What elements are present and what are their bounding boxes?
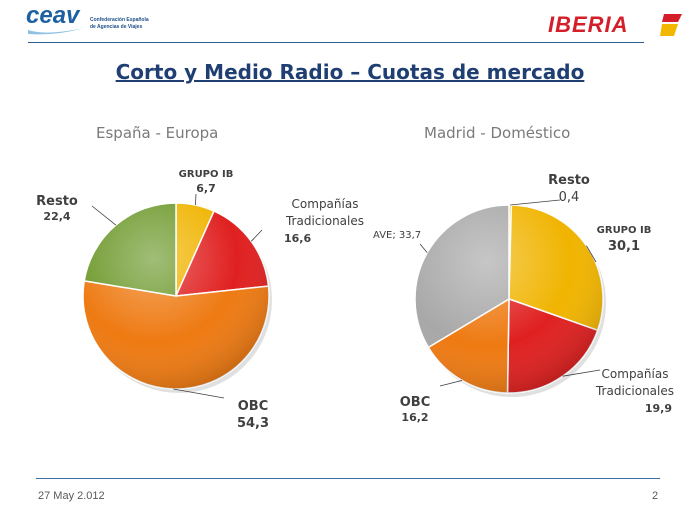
chart-2-label-tradicionales: Compañías Tradicionales 19,9 bbox=[590, 366, 680, 417]
chart-1-label-trad-line2: Tradicionales bbox=[285, 214, 364, 228]
chart-1-title: España - Europa bbox=[96, 124, 219, 142]
chart-2-label-grupo-ib-name: GRUPO IB bbox=[596, 225, 652, 236]
ceav-logo-sub2: de Agencias de Viajes bbox=[90, 24, 143, 30]
pie-highlight bbox=[83, 203, 269, 389]
chart-2-label-obc-value: 16,2 bbox=[401, 411, 429, 424]
chart-1-label-tradicionales: Compañías Tradicionales 16,6 bbox=[280, 196, 370, 247]
chart-1-leader-line bbox=[250, 229, 263, 242]
chart-1-label-grupo-ib-name: GRUPO IB bbox=[178, 169, 234, 180]
iberia-mark-icon bbox=[660, 14, 682, 36]
slide-title: Corto y Medio Radio – Cuotas de mercado bbox=[115, 60, 585, 84]
ceav-logo: ceav Confederación Española de Agencias … bbox=[26, 2, 149, 38]
chart-2-label-resto: Resto 0,4 bbox=[544, 172, 594, 206]
chart-1-leader-line bbox=[173, 388, 225, 399]
chart-1-label-obc: OBC 54,3 bbox=[230, 398, 276, 432]
ceav-logo-text: ceav bbox=[26, 2, 80, 29]
chart-1-leader-line bbox=[195, 193, 197, 206]
pie-chart-espana-europa bbox=[82, 202, 272, 393]
chart-1-label-resto-name: Resto bbox=[36, 194, 78, 209]
footer-date: 27 May 2.012 bbox=[38, 490, 105, 502]
leader-lines bbox=[91, 193, 601, 399]
chart-1-label-grupo-ib: GRUPO IB 6,7 bbox=[176, 168, 236, 196]
chart-2-leader-line bbox=[562, 369, 601, 377]
chart-2-label-trad-line2: Tradicionales bbox=[595, 384, 674, 398]
chart-2-label-trad-line1: Compañías bbox=[601, 367, 669, 381]
chart-2-label-resto-value: 0,4 bbox=[558, 190, 580, 205]
chart-2-leader-line bbox=[586, 245, 597, 263]
chart-2-label-grupo-ib-value: 30,1 bbox=[607, 239, 641, 254]
chart-1-leader-line bbox=[91, 205, 117, 226]
chart-2-label-trad-value: 19,9 bbox=[644, 402, 672, 415]
chart-2-label-obc-name: OBC bbox=[399, 395, 431, 410]
chart-2-label-ave: AVE; 33,7 bbox=[373, 230, 422, 241]
chart-1-label-trad-value: 16,6 bbox=[284, 232, 312, 245]
chart-2-label-resto-name: Resto bbox=[548, 173, 590, 188]
chart-1-label-grupo-ib-value: 6,7 bbox=[196, 182, 216, 195]
header-divider bbox=[28, 42, 644, 43]
chart-2-leader-line bbox=[439, 380, 463, 387]
chart-1-label-obc-value: 54,3 bbox=[236, 416, 270, 431]
footer-page-number: 2 bbox=[652, 490, 659, 502]
iberia-logo-text: IBERIA bbox=[548, 12, 629, 37]
chart-2-leader-line bbox=[419, 243, 428, 253]
pie-chart-madrid-domestico bbox=[414, 204, 606, 397]
chart-1-label-trad-line1: Compañías bbox=[291, 197, 359, 211]
chart-1-label-obc-name: OBC bbox=[237, 399, 269, 414]
chart-1-label-resto-value: 22,4 bbox=[43, 210, 71, 223]
pie-highlight bbox=[415, 205, 603, 393]
footer-divider bbox=[36, 478, 660, 479]
chart-2-title: Madrid - Doméstico bbox=[424, 124, 571, 142]
chart-1-label-resto: Resto 22,4 bbox=[32, 193, 82, 224]
chart-2-label-grupo-ib: GRUPO IB 30,1 bbox=[596, 224, 652, 255]
chart-2-label-obc: OBC 16,2 bbox=[398, 394, 432, 425]
iberia-logo: IBERIA bbox=[548, 12, 684, 40]
chart-2-leader-line bbox=[510, 199, 561, 206]
ceav-logo-sub1: Confederación Española bbox=[90, 17, 149, 23]
